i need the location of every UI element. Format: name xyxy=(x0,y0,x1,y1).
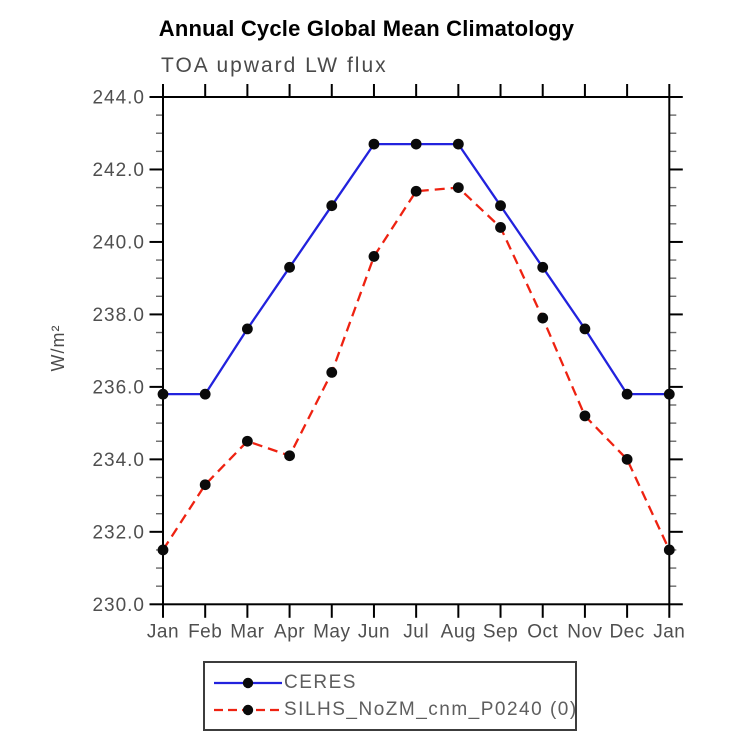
legend-label-silhs: SILHS_NoZM_cnm_P0240 (0) xyxy=(284,698,578,720)
x-tick-label: Jul xyxy=(403,621,429,642)
data-point xyxy=(157,388,169,400)
y-tick-label: 232.0 xyxy=(92,522,145,543)
data-point xyxy=(663,544,675,556)
x-tick-label: Jan xyxy=(653,621,685,642)
y-tick-label: 240.0 xyxy=(92,232,145,253)
chart-subtitle: TOA upward LW flux xyxy=(161,54,388,77)
series-line-0 xyxy=(163,142,670,396)
data-point xyxy=(410,185,422,197)
y-tick-label: 236.0 xyxy=(92,377,145,398)
x-tick-label: Dec xyxy=(609,621,644,642)
legend-entry-ceres: CERES xyxy=(212,672,575,694)
data-point xyxy=(157,544,169,556)
data-point xyxy=(579,410,591,422)
data-point xyxy=(452,138,464,150)
data-point xyxy=(537,312,549,324)
data-point xyxy=(579,323,591,335)
y-tick-label: 238.0 xyxy=(92,305,145,326)
x-tick-label: Aug xyxy=(441,621,476,642)
y-tick-label: 234.0 xyxy=(92,450,145,471)
data-point xyxy=(284,261,295,273)
data-point xyxy=(410,138,422,150)
x-tick-label: Oct xyxy=(527,621,558,642)
legend-label-ceres: CERES xyxy=(284,671,357,693)
chart-title: Annual Cycle Global Mean Climatology xyxy=(158,16,575,41)
data-point xyxy=(368,251,380,262)
plot-frame xyxy=(162,96,671,606)
data-point xyxy=(537,261,549,273)
data-point xyxy=(621,453,633,465)
x-tick-label: Sep xyxy=(483,621,518,642)
data-point xyxy=(495,200,506,212)
y-tick-label: 242.0 xyxy=(92,160,145,181)
silhs-line-swatch-icon xyxy=(214,704,282,715)
x-tick-label: Jun xyxy=(358,621,390,642)
y-tick-label: 230.0 xyxy=(92,595,145,616)
series-line-1 xyxy=(162,186,671,551)
data-point xyxy=(326,200,338,212)
data-point xyxy=(621,388,633,400)
data-point xyxy=(284,450,295,462)
x-tick-label: Apr xyxy=(274,621,305,642)
x-tick-label: Mar xyxy=(230,621,264,642)
data-point xyxy=(241,435,253,447)
data-point xyxy=(368,138,380,150)
x-tick-label: Feb xyxy=(188,621,222,642)
legend-marker-sample xyxy=(242,677,254,688)
y-tick-label: 244.0 xyxy=(92,88,145,109)
data-point xyxy=(452,182,464,193)
data-point xyxy=(663,388,675,400)
data-point xyxy=(495,222,506,233)
data-point xyxy=(199,479,211,491)
x-tick-label: Nov xyxy=(567,621,602,642)
data-point xyxy=(241,323,253,335)
legend-marker-sample xyxy=(242,704,254,715)
data-point xyxy=(326,366,338,378)
data-point xyxy=(199,388,211,400)
ceres-line-swatch-icon xyxy=(214,677,282,688)
x-tick-label: May xyxy=(313,621,350,642)
legend-entry-silhs: SILHS_NoZM_cnm_P0240 (0) xyxy=(212,698,578,721)
x-tick-label: Jan xyxy=(147,621,179,642)
legend: CERES SILHS_NoZM_cnm_P0240 (0) xyxy=(203,661,577,731)
